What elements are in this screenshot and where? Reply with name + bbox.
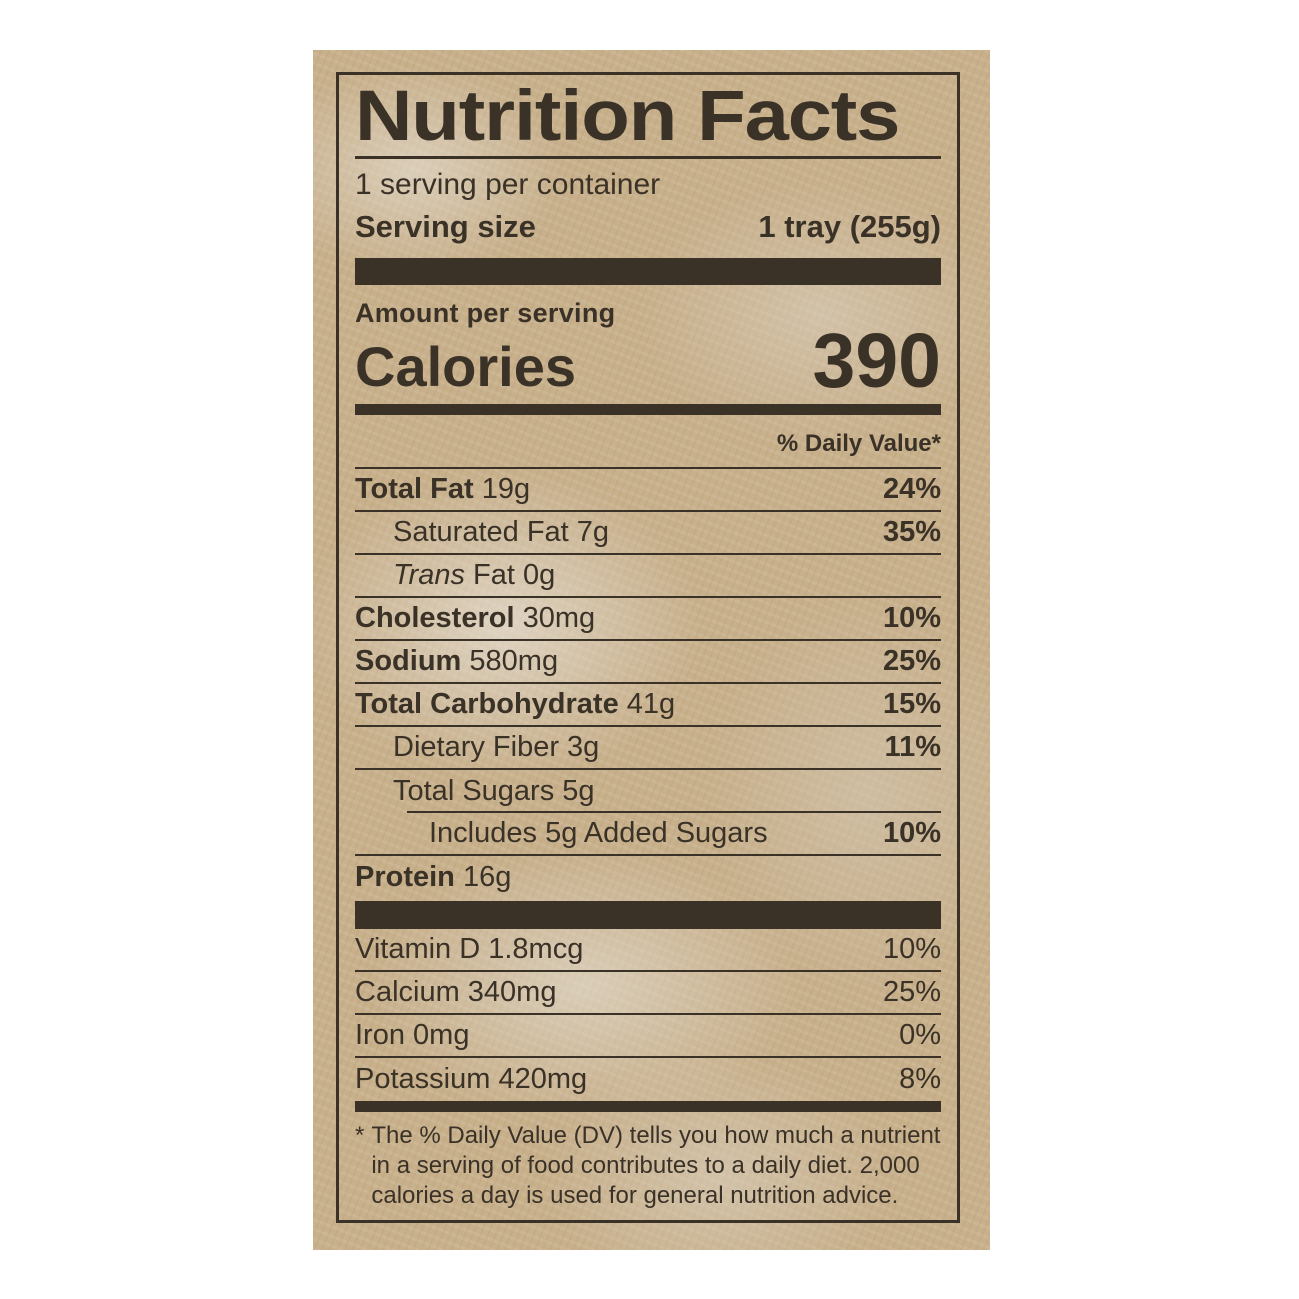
daily-value-header: % Daily Value* [355,430,941,470]
calories-value: 390 [812,318,941,405]
nutrient-row-saturated-fat: Saturated Fat 7g 35% [355,512,941,556]
nutrient-name: Cholesterol [355,602,515,635]
nutrient-amount: 30mg [514,602,596,635]
nutrient-dv: 25% [882,645,941,678]
nutrient-amount: 580mg [461,645,559,678]
medium-divider-bar [355,1101,941,1113]
thick-divider-bar [355,901,941,930]
nutrient-dv: 35% [882,516,941,549]
vitamin-row-potassium: Potassium 420mg 8% [355,1058,941,1101]
serving-size-row: Serving size 1 tray (255g) [355,209,941,245]
vitamin-row-iron: Iron 0mg 0% [355,1015,941,1059]
footnote-text: The % Daily Value (DV) tells you how muc… [371,1122,941,1210]
nutrient-name: Sodium [355,645,462,678]
nutrient-name: Total Carbohydrate [355,688,619,721]
serving-size-label: Serving size [355,209,536,245]
nutrient-row-sodium: Sodium 580mg 25% [355,641,941,685]
nutrient-amount: 41g [618,688,676,721]
vitamin-name: Vitamin D 1.8mcg [355,933,584,966]
nutrient-amount: 19g [473,473,531,506]
servings-per-container: 1 serving per container [355,168,661,202]
nutrient-dv: 11% [884,731,941,764]
vitamin-row-calcium: Calcium 340mg 25% [355,972,941,1016]
nutrient-row-total-sugars: Total Sugars 5g [355,770,941,813]
nutrient-row-total-fat: Total Fat 19g 24% [355,469,941,513]
nutrient-amount: Fat 0g [464,559,556,592]
daily-value-footnote: * The % Daily Value (DV) tells you how m… [355,1121,941,1211]
nutrient-amount: Saturated Fat 7g [393,516,610,549]
footnote-asterisk: * [355,1122,365,1150]
nutrient-dv: 10% [882,602,941,635]
nutrient-row-cholesterol: Cholesterol 30mg 10% [355,598,941,642]
vitamin-dv: 25% [882,976,941,1009]
nutrient-amount: Dietary Fiber 3g [393,731,600,764]
vitamin-dv: 10% [882,933,941,966]
medium-divider-bar [355,404,941,416]
nutrient-name: Total Fat [355,473,474,506]
thick-divider-bar [355,258,941,286]
vitamin-dv: 0% [899,1019,941,1052]
nutrient-amount: Total Sugars 5g [393,775,595,808]
nutrient-row-added-sugars: Includes 5g Added Sugars 10% [355,811,941,857]
calories-label: Calories [355,335,576,399]
nutrient-name: Trans [393,559,465,592]
label-title: Nutrition Facts [355,77,900,156]
vitamin-name: Calcium 340mg [355,976,557,1009]
nutrient-row-trans-fat: Trans Fat 0g [355,555,941,599]
label-border-box: Nutrition Facts 1 serving per container … [336,72,960,1223]
calories-row: Calories 390 [355,318,941,405]
nutrient-dv: 10% [882,817,941,850]
title-divider [355,156,941,160]
vitamin-row-vitamin-d: Vitamin D 1.8mcg 10% [355,929,941,973]
nutrient-row-protein: Protein 16g [355,856,941,899]
nutrient-row-dietary-fiber: Dietary Fiber 3g 11% [355,727,941,771]
nutrient-amount: 16g [454,861,512,894]
vitamin-name: Iron 0mg [355,1019,470,1052]
nutrient-name: Protein [355,861,455,894]
nutrient-dv: 24% [882,473,941,506]
nutrient-amount: Includes 5g Added Sugars [429,817,768,850]
nutrient-dv: 15% [882,688,941,721]
nutrient-row-total-carbohydrate: Total Carbohydrate 41g 15% [355,684,941,728]
vitamin-name: Potassium 420mg [355,1063,588,1096]
vitamin-dv: 8% [899,1063,941,1096]
nutrition-label-paper: Nutrition Facts 1 serving per container … [313,50,990,1250]
amount-per-serving-label: Amount per serving [355,298,616,329]
serving-size-value: 1 tray (255g) [758,209,941,245]
